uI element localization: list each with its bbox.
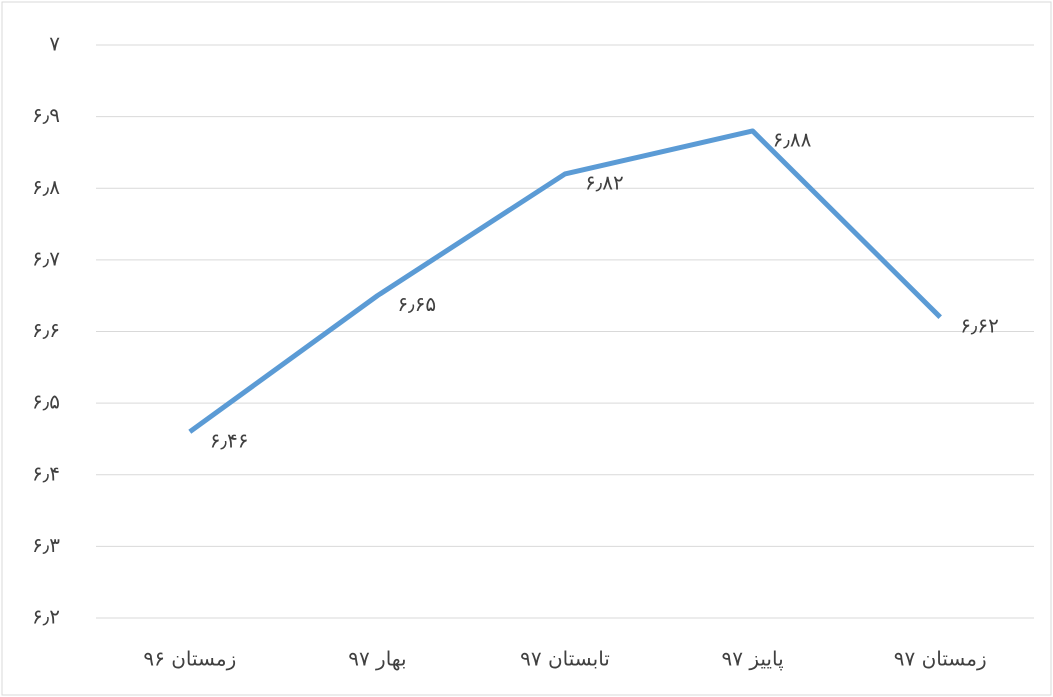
y-tick-label: ۶٫۹ bbox=[32, 103, 60, 127]
data-label: ۶٫۶۵ bbox=[397, 292, 436, 316]
line bbox=[188, 128, 942, 434]
x-tick-label: بهار ۹۷ bbox=[348, 647, 406, 671]
y-tick-label: ۶٫۸ bbox=[32, 175, 60, 199]
y-tick-label: ۶٫۳ bbox=[32, 533, 60, 557]
data-label: ۶٫۸۲ bbox=[585, 170, 624, 194]
x-tick-label: پاییز ۹۷ bbox=[722, 647, 784, 672]
y-tick-label: ۶٫۷ bbox=[32, 246, 60, 270]
y-tick-label: ۶٫۴ bbox=[32, 461, 60, 485]
data-label: ۶٫۴۶ bbox=[210, 428, 249, 452]
x-tick-label: تابستان ۹۷ bbox=[520, 647, 610, 671]
data-label: ۶٫۶۲ bbox=[960, 314, 999, 338]
x-tick-label: زمستان ۹۶ bbox=[143, 647, 236, 671]
y-tick-label: ۶٫۵ bbox=[32, 390, 60, 414]
y-tick-label: ۶٫۲ bbox=[32, 605, 60, 629]
y-tick-label: ۷ bbox=[49, 32, 60, 56]
y-tick-label: ۶٫۶ bbox=[32, 318, 60, 342]
x-tick-label: زمستان ۹۷ bbox=[894, 647, 987, 671]
data-label: ۶٫۸۸ bbox=[773, 127, 812, 151]
